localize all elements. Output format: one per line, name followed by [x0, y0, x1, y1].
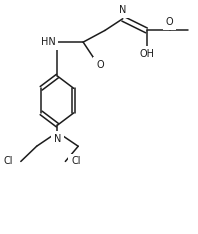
Text: O: O: [166, 17, 173, 27]
Text: N: N: [54, 134, 61, 144]
Text: OH: OH: [139, 49, 154, 59]
Text: HN: HN: [41, 37, 55, 47]
Text: Cl: Cl: [71, 157, 81, 166]
Text: O: O: [96, 60, 104, 70]
Text: N: N: [119, 5, 127, 15]
Text: Cl: Cl: [4, 157, 13, 166]
